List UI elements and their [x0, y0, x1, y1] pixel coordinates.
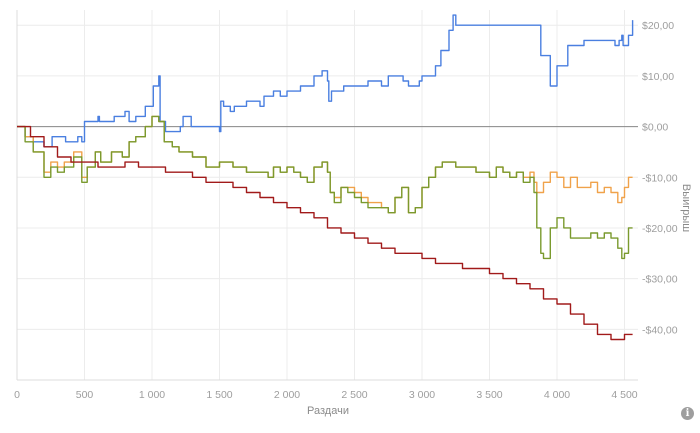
- x-tick-label: 3 000: [409, 389, 435, 401]
- series-line-2: [17, 115, 633, 214]
- y-tick-label: -$20,00: [642, 223, 678, 235]
- series-line-4: [17, 125, 633, 341]
- series-line-3: [17, 115, 633, 260]
- y-tick-label: -$40,00: [642, 324, 678, 336]
- y-tick-label: -$30,00: [642, 274, 678, 286]
- y-axis-ticks: $20,00 $10,00 $0,00 -$10,00 -$20,00 -$30,00 -$…: [642, 20, 678, 336]
- grid: [16, 10, 638, 381]
- y-tick-label: -$10,00: [642, 172, 678, 184]
- x-tick-label: 1 500: [206, 389, 232, 401]
- x-axis-ticks: 0 500 1 000 1 500 2 000 2 500 3 000 3 500 4 000 4…: [14, 389, 638, 401]
- x-tick-label: 2 500: [341, 389, 367, 401]
- x-tick-label: 4 000: [544, 389, 570, 401]
- y-tick-label: $10,00: [642, 71, 674, 83]
- y-tick-label: $20,00: [642, 20, 674, 32]
- x-tick-label: 3 500: [476, 389, 502, 401]
- series-layer: [17, 14, 634, 341]
- info-icon[interactable]: i: [681, 407, 694, 420]
- y-tick-label: $0,00: [642, 122, 668, 134]
- series-line-1: [17, 14, 634, 148]
- x-tick-label: 1 000: [139, 389, 165, 401]
- x-tick-label: 4 500: [611, 389, 637, 401]
- x-tick-label: 500: [76, 389, 94, 401]
- x-tick-label: 2 000: [274, 389, 300, 401]
- x-axis-title: Раздачи: [307, 405, 349, 417]
- y-axis-title: Выигрыш: [680, 184, 692, 232]
- x-tick-label: 0: [14, 389, 20, 401]
